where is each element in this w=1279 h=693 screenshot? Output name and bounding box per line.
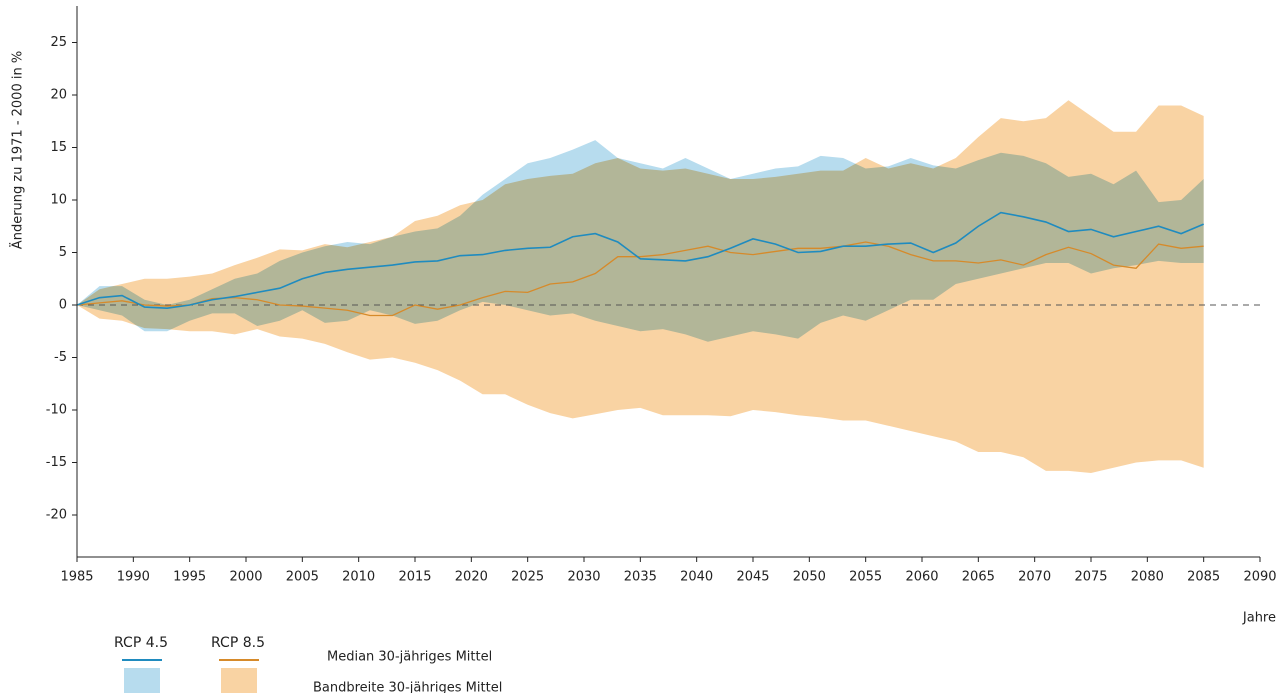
x-tick-label: 2080 bbox=[1131, 570, 1164, 585]
x-tick-label: 2030 bbox=[567, 570, 600, 585]
x-tick-label: 2060 bbox=[905, 570, 938, 585]
x-tick-label: 1985 bbox=[60, 570, 93, 585]
legend-label: RCP 4.5 bbox=[114, 635, 168, 651]
x-tick-label: 2065 bbox=[962, 570, 995, 585]
band bbox=[77, 140, 1204, 342]
x-tick-label: 2020 bbox=[455, 570, 488, 585]
x-tick-label: 2040 bbox=[680, 570, 713, 585]
bands bbox=[77, 100, 1204, 473]
x-tick-label: 2000 bbox=[229, 570, 262, 585]
x-tick-label: 2015 bbox=[398, 570, 431, 585]
y-tick-label: 20 bbox=[50, 88, 67, 103]
legend-swatch bbox=[124, 668, 160, 693]
legend-row-label: Bandbreite 30-jähriges Mittel bbox=[313, 681, 502, 693]
x-tick-label: 2050 bbox=[793, 570, 826, 585]
x-tick-label: 2055 bbox=[849, 570, 882, 585]
median-line bbox=[76, 211, 1204, 309]
x-tick-label: 2070 bbox=[1018, 570, 1051, 585]
y-axis-label: Änderung zu 1971 - 2000 in % bbox=[10, 51, 26, 249]
y-tick-label: 5 bbox=[59, 245, 67, 260]
y-tick-label: -15 bbox=[46, 455, 67, 470]
x-tick-label: 1990 bbox=[117, 570, 150, 585]
y-tick-label: 15 bbox=[50, 140, 67, 155]
y-tick-label: 25 bbox=[50, 35, 67, 50]
x-tick-label: 2085 bbox=[1187, 570, 1220, 585]
legend-swatch bbox=[221, 668, 257, 693]
x-tick-label: 2010 bbox=[342, 570, 375, 585]
x-axis-label: Jahre bbox=[1242, 611, 1276, 626]
y-tick-label: -5 bbox=[54, 350, 67, 365]
x-tick-label: 2025 bbox=[511, 570, 544, 585]
y-tick-label: 0 bbox=[59, 298, 67, 313]
x-tick-label: 2045 bbox=[736, 570, 769, 585]
x-tick-label: 2090 bbox=[1243, 570, 1276, 585]
median-line bbox=[76, 241, 1204, 317]
x-tick-label: 2005 bbox=[286, 570, 319, 585]
x-tick-label: 2075 bbox=[1074, 570, 1107, 585]
legend-label: RCP 8.5 bbox=[211, 635, 265, 651]
y-tick-label: 10 bbox=[50, 193, 67, 208]
x-tick-label: 2035 bbox=[624, 570, 657, 585]
y-tick-label: -20 bbox=[46, 508, 67, 523]
legend-row-label: Median 30-jähriges Mittel bbox=[327, 650, 492, 665]
x-tick-label: 1995 bbox=[173, 570, 206, 585]
y-tick-label: -10 bbox=[46, 403, 67, 418]
